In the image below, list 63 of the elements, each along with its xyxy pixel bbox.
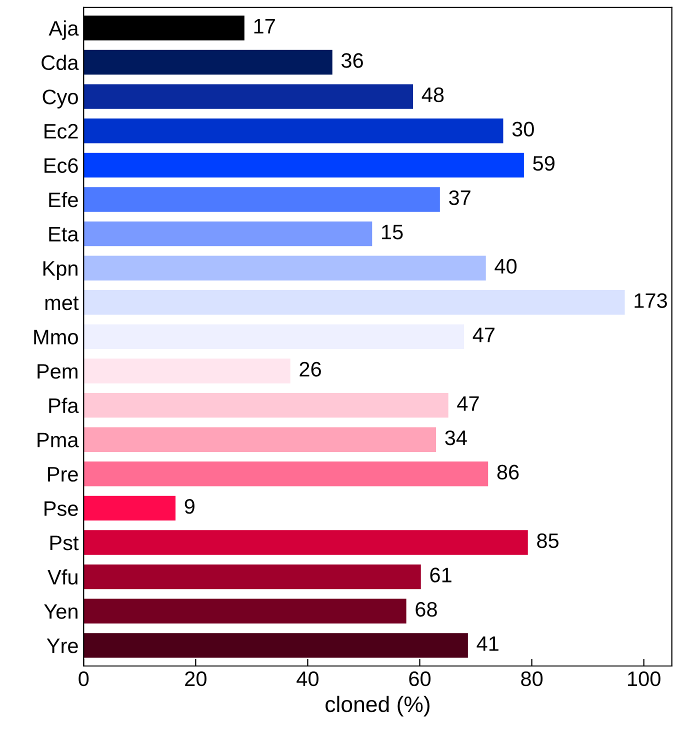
bar xyxy=(84,598,406,624)
y-tick-label: Pem xyxy=(38,364,78,379)
annotation: 37 xyxy=(449,190,470,206)
bar xyxy=(84,118,504,144)
annotation: 47 xyxy=(472,328,494,342)
y-tick-label: Pse xyxy=(44,501,78,516)
annotation: 85 xyxy=(537,533,559,548)
annotation: 30 xyxy=(512,122,534,136)
y-tick-label: met xyxy=(45,296,79,310)
annotation: 61 xyxy=(430,568,452,582)
annotation: 36 xyxy=(341,53,363,68)
bar xyxy=(84,564,421,590)
bar xyxy=(84,496,176,521)
bar xyxy=(84,358,290,384)
annotation: 15 xyxy=(382,224,403,240)
y-tick-label: Eta xyxy=(49,227,79,242)
y-tick-label: Efe xyxy=(49,192,78,208)
bar xyxy=(84,324,464,350)
annotation: 26 xyxy=(300,362,321,377)
x-tick-label: 20 xyxy=(185,671,206,686)
y-tick-label: Yen xyxy=(44,604,78,619)
annotation: 41 xyxy=(476,636,498,651)
annotation: 17 xyxy=(254,19,275,34)
y-tick-label: Ec2 xyxy=(44,124,78,139)
annotation: 40 xyxy=(494,258,517,274)
bar xyxy=(84,427,436,452)
x-tick-label: 80 xyxy=(521,671,543,686)
x-tick-label: 0 xyxy=(78,671,89,686)
annotation: 86 xyxy=(497,464,519,480)
bar xyxy=(84,84,414,109)
y-tick-label: Vfu xyxy=(48,569,78,585)
bar xyxy=(84,256,486,280)
bar xyxy=(84,152,524,178)
y-tick-label: Aja xyxy=(48,20,79,40)
annotation: 68 xyxy=(416,602,437,617)
x-tick-label: 40 xyxy=(296,671,318,686)
y-tick-label: Pfa xyxy=(49,398,79,414)
bar xyxy=(84,530,528,555)
y-tick-label: Pma xyxy=(38,432,79,448)
bar xyxy=(84,392,448,418)
x-axis-title: cloned (%) xyxy=(326,696,430,717)
annotation: 173 xyxy=(634,293,667,308)
y-tick-label: Ec6 xyxy=(44,158,78,173)
annotation: 34 xyxy=(445,430,467,446)
bar xyxy=(84,187,440,212)
annotation: 47 xyxy=(457,396,479,411)
bar xyxy=(84,462,488,486)
y-tick-label: Pst xyxy=(50,536,79,550)
annotation: 59 xyxy=(533,156,554,171)
y-tick-label: Kpn xyxy=(43,261,78,280)
y-tick-label: Pre xyxy=(48,467,78,482)
bar xyxy=(84,50,332,75)
y-tick-label: Cyo xyxy=(42,90,78,108)
y-tick-label: Cda xyxy=(42,54,79,70)
y-tick-label: Mmo xyxy=(34,330,78,344)
x-tick-label: 100 xyxy=(628,671,660,686)
y-tick-label: Yre xyxy=(46,638,78,654)
bar xyxy=(84,290,625,315)
annotation: 9 xyxy=(184,499,194,514)
annotation: 48 xyxy=(422,87,444,102)
x-tick-label: 60 xyxy=(409,671,431,686)
bar xyxy=(84,633,468,658)
bar xyxy=(84,221,372,246)
